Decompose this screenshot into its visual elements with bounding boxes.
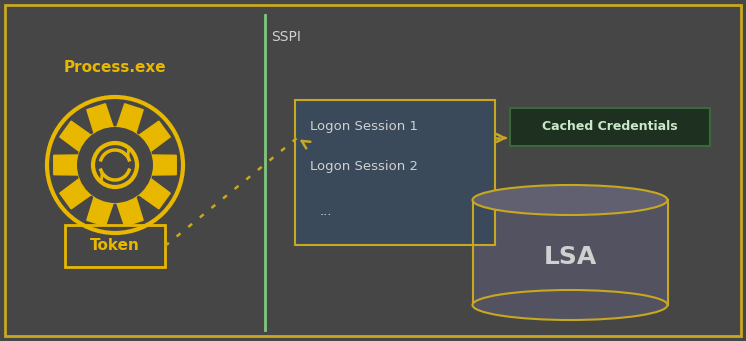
Text: Logon Session 2: Logon Session 2 [310,160,418,173]
Text: Token: Token [90,238,140,253]
Text: Process.exe: Process.exe [63,60,166,75]
Circle shape [93,143,137,187]
Text: ...: ... [320,205,333,218]
Polygon shape [54,104,176,226]
Text: SSPI: SSPI [271,30,301,44]
FancyBboxPatch shape [510,108,710,146]
Text: Logon Session 1: Logon Session 1 [310,120,418,133]
Text: Cached Credentials: Cached Credentials [542,120,678,133]
Bar [472,200,668,305]
Circle shape [77,127,153,203]
Ellipse shape [472,185,668,215]
Ellipse shape [472,290,668,320]
Text: LSA: LSA [543,246,597,269]
FancyBboxPatch shape [65,225,165,267]
FancyBboxPatch shape [295,100,495,245]
